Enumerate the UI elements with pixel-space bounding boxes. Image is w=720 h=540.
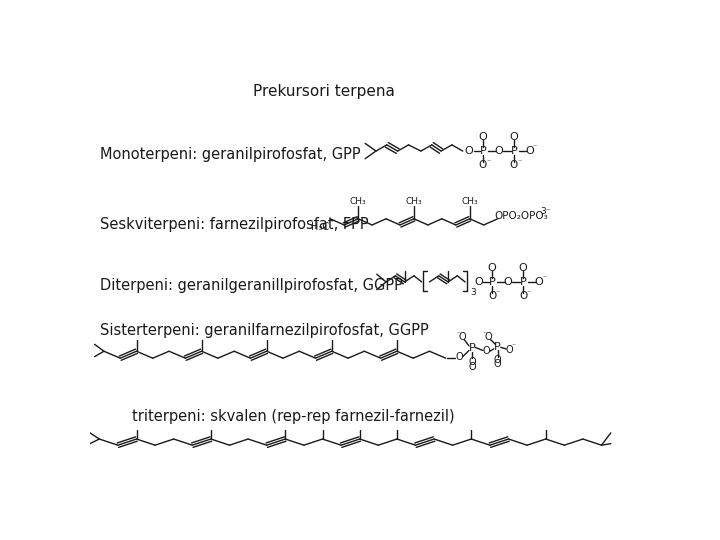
Text: O: O (494, 146, 503, 156)
Text: ⁻: ⁻ (495, 288, 500, 297)
Text: O: O (479, 160, 487, 170)
Text: 3: 3 (471, 288, 476, 297)
Text: ⁻: ⁻ (486, 157, 490, 166)
Text: ⁻: ⁻ (482, 330, 487, 339)
Text: O: O (510, 132, 518, 142)
Text: O: O (455, 353, 463, 362)
Text: P: P (510, 146, 517, 156)
Text: Diterpeni: geranilgeranillpirofosfat, GGPP: Diterpeni: geranilgeranillpirofosfat, GG… (100, 278, 403, 293)
Text: P: P (469, 343, 475, 353)
Text: CH₃: CH₃ (405, 197, 422, 206)
Text: O: O (468, 362, 476, 372)
Text: O: O (510, 160, 518, 170)
Text: O: O (488, 291, 496, 301)
Text: O: O (482, 346, 490, 356)
Text: P: P (480, 146, 486, 156)
Text: O: O (519, 263, 528, 273)
Text: O: O (468, 357, 476, 367)
Text: CH₃: CH₃ (462, 197, 478, 206)
Text: O: O (534, 277, 543, 287)
Text: CH₃: CH₃ (350, 197, 366, 206)
Text: ⁻: ⁻ (456, 329, 460, 338)
Text: H₃C: H₃C (310, 222, 329, 232)
Text: Sisterterpeni: geranilfarnezilpirofosfat, GGPP: Sisterterpeni: geranilfarnezilpirofosfat… (100, 323, 429, 339)
Text: P: P (489, 277, 495, 287)
Text: O: O (464, 146, 473, 156)
Text: ⁻: ⁻ (526, 288, 531, 297)
Text: O: O (519, 291, 527, 301)
Text: ⁻: ⁻ (517, 157, 521, 166)
Text: O: O (485, 333, 492, 342)
Text: P: P (520, 277, 526, 287)
Text: Seskviterpeni: farnezilpirofosfat, FPP: Seskviterpeni: farnezilpirofosfat, FPP (100, 218, 369, 232)
Text: 3⁻: 3⁻ (541, 207, 551, 217)
Text: O: O (505, 345, 513, 355)
Text: triterpeni: skvalen (rep-rep farnezil-farnezil): triterpeni: skvalen (rep-rep farnezil-fa… (132, 409, 454, 424)
Text: Monoterpeni: geranilpirofosfat, GPP: Monoterpeni: geranilpirofosfat, GPP (100, 147, 361, 161)
Text: O: O (488, 263, 497, 273)
Text: O: O (494, 359, 501, 369)
Text: OPO₂OPO₃: OPO₂OPO₃ (494, 212, 548, 221)
Text: ⁻: ⁻ (511, 341, 515, 350)
Text: O: O (525, 146, 534, 156)
Text: O: O (479, 132, 487, 142)
Text: O: O (503, 277, 512, 287)
Text: P: P (494, 342, 501, 353)
Text: ⁻: ⁻ (542, 274, 546, 282)
Text: O: O (458, 332, 466, 342)
Text: Prekursori terpena: Prekursori terpena (253, 84, 395, 98)
Text: O: O (494, 355, 501, 365)
Text: ⁻: ⁻ (533, 143, 537, 152)
Text: O: O (474, 277, 482, 287)
